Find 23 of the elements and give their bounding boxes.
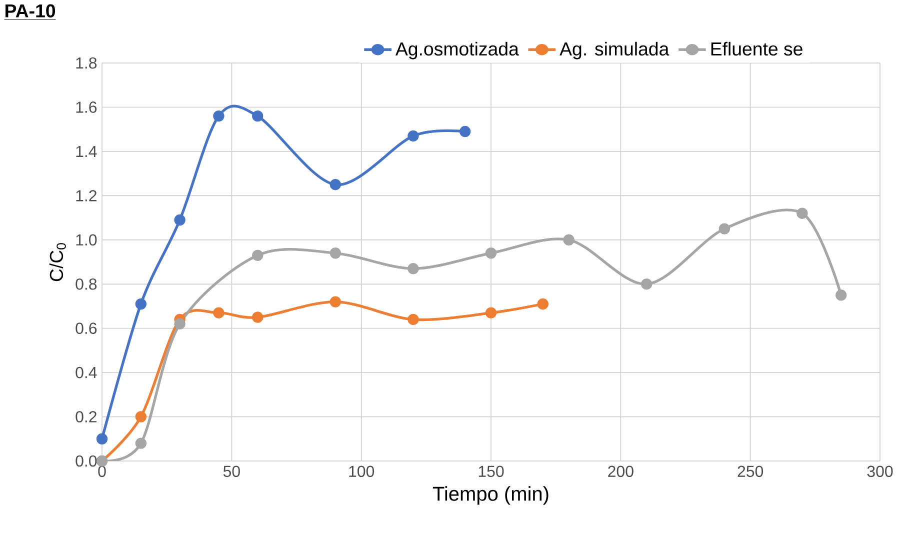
y-tick-label: 1.4 bbox=[76, 146, 97, 157]
x-tick-label: 150 bbox=[478, 466, 504, 478]
y-tick-label: 0.2 bbox=[76, 411, 96, 422]
x-tick-label: 250 bbox=[738, 466, 764, 478]
y-tick-label: 1.6 bbox=[76, 102, 97, 113]
y-tick-label: 0.8 bbox=[76, 278, 97, 290]
chart-title: PA-10 bbox=[6, 4, 56, 18]
x-tick-label: 300 bbox=[867, 466, 893, 478]
legend-label: Efluente se bbox=[711, 42, 802, 56]
legend-label: Ag.osmotizada bbox=[395, 42, 519, 60]
y-tick-label: 0.4 bbox=[76, 366, 97, 378]
x-tick-label: 0 bbox=[98, 466, 106, 478]
x-tick-label: 200 bbox=[608, 466, 634, 478]
x-axis-title: Tiempo (min) bbox=[432, 486, 548, 505]
legend-label: Ag. simulada bbox=[560, 42, 670, 60]
x-tick-label: 50 bbox=[223, 466, 240, 478]
y-tick-label: 0.0 bbox=[76, 455, 97, 467]
y-tick-label: 1.2 bbox=[76, 190, 96, 202]
y-tick-label: 0.6 bbox=[76, 322, 97, 334]
y-tick-label: 1.8 bbox=[76, 57, 97, 69]
y-axis-title: C/C$_{0}$ bbox=[49, 243, 66, 282]
x-tick-label: 100 bbox=[349, 466, 374, 478]
y-tick-label: 1.0 bbox=[76, 234, 97, 246]
